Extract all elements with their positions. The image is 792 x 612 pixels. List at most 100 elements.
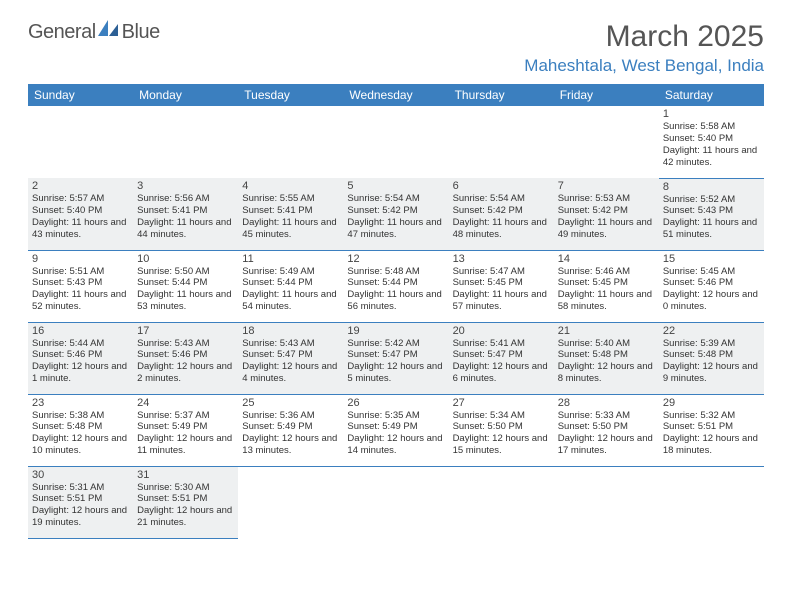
calendar-cell bbox=[238, 106, 343, 178]
sunrise-text: Sunrise: 5:49 AM bbox=[242, 266, 339, 278]
calendar-cell bbox=[659, 466, 764, 538]
sunrise-text: Sunrise: 5:57 AM bbox=[32, 193, 129, 205]
sunset-text: Sunset: 5:50 PM bbox=[558, 421, 655, 433]
calendar-cell: 3Sunrise: 5:56 AMSunset: 5:41 PMDaylight… bbox=[133, 178, 238, 250]
calendar-cell bbox=[343, 466, 448, 538]
brand-text-2: Blue bbox=[122, 21, 160, 44]
sunrise-text: Sunrise: 5:48 AM bbox=[347, 266, 444, 278]
calendar-cell: 7Sunrise: 5:53 AMSunset: 5:42 PMDaylight… bbox=[554, 178, 659, 250]
daylight-text: Daylight: 11 hours and 52 minutes. bbox=[32, 289, 129, 313]
sunrise-text: Sunrise: 5:37 AM bbox=[137, 410, 234, 422]
daylight-text: Daylight: 11 hours and 42 minutes. bbox=[663, 145, 760, 169]
calendar-cell: 26Sunrise: 5:35 AMSunset: 5:49 PMDayligh… bbox=[343, 394, 448, 466]
calendar-cell bbox=[449, 106, 554, 178]
daylight-text: Daylight: 12 hours and 5 minutes. bbox=[347, 361, 444, 385]
calendar-cell bbox=[449, 466, 554, 538]
day-number: 21 bbox=[558, 325, 655, 337]
day-number: 25 bbox=[242, 397, 339, 409]
daylight-text: Daylight: 11 hours and 43 minutes. bbox=[32, 217, 129, 241]
daylight-text: Daylight: 12 hours and 6 minutes. bbox=[453, 361, 550, 385]
calendar-row: 23Sunrise: 5:38 AMSunset: 5:48 PMDayligh… bbox=[28, 394, 764, 466]
sunset-text: Sunset: 5:43 PM bbox=[32, 277, 129, 289]
calendar-cell: 5Sunrise: 5:54 AMSunset: 5:42 PMDaylight… bbox=[343, 178, 448, 250]
sunset-text: Sunset: 5:49 PM bbox=[137, 421, 234, 433]
calendar-table: SundayMondayTuesdayWednesdayThursdayFrid… bbox=[28, 84, 764, 539]
day-number: 8 bbox=[663, 181, 760, 193]
day-number: 31 bbox=[137, 469, 234, 481]
daylight-text: Daylight: 12 hours and 21 minutes. bbox=[137, 505, 234, 529]
sunrise-text: Sunrise: 5:54 AM bbox=[453, 193, 550, 205]
calendar-cell: 31Sunrise: 5:30 AMSunset: 5:51 PMDayligh… bbox=[133, 466, 238, 538]
daylight-text: Daylight: 12 hours and 0 minutes. bbox=[663, 289, 760, 313]
calendar-row: 9Sunrise: 5:51 AMSunset: 5:43 PMDaylight… bbox=[28, 250, 764, 322]
calendar-cell: 28Sunrise: 5:33 AMSunset: 5:50 PMDayligh… bbox=[554, 394, 659, 466]
day-number: 17 bbox=[137, 325, 234, 337]
daylight-text: Daylight: 12 hours and 4 minutes. bbox=[242, 361, 339, 385]
sunset-text: Sunset: 5:50 PM bbox=[453, 421, 550, 433]
sunset-text: Sunset: 5:41 PM bbox=[242, 205, 339, 217]
day-number: 27 bbox=[453, 397, 550, 409]
calendar-row: 30Sunrise: 5:31 AMSunset: 5:51 PMDayligh… bbox=[28, 466, 764, 538]
calendar-cell: 18Sunrise: 5:43 AMSunset: 5:47 PMDayligh… bbox=[238, 322, 343, 394]
sunrise-text: Sunrise: 5:38 AM bbox=[32, 410, 129, 422]
logo-sail-icon bbox=[98, 20, 120, 44]
sunset-text: Sunset: 5:40 PM bbox=[32, 205, 129, 217]
daylight-text: Daylight: 11 hours and 45 minutes. bbox=[242, 217, 339, 241]
day-header: Tuesday bbox=[238, 84, 343, 106]
day-number: 12 bbox=[347, 253, 444, 265]
sunrise-text: Sunrise: 5:40 AM bbox=[558, 338, 655, 350]
calendar-cell: 27Sunrise: 5:34 AMSunset: 5:50 PMDayligh… bbox=[449, 394, 554, 466]
calendar-cell bbox=[28, 106, 133, 178]
sunrise-text: Sunrise: 5:30 AM bbox=[137, 482, 234, 494]
calendar-cell: 30Sunrise: 5:31 AMSunset: 5:51 PMDayligh… bbox=[28, 466, 133, 538]
sunset-text: Sunset: 5:40 PM bbox=[663, 133, 760, 145]
sunrise-text: Sunrise: 5:53 AM bbox=[558, 193, 655, 205]
calendar-row: 16Sunrise: 5:44 AMSunset: 5:46 PMDayligh… bbox=[28, 322, 764, 394]
sunset-text: Sunset: 5:43 PM bbox=[663, 205, 760, 217]
brand-text-1: General bbox=[28, 21, 96, 44]
calendar-body: 1Sunrise: 5:58 AMSunset: 5:40 PMDaylight… bbox=[28, 106, 764, 538]
calendar-cell: 11Sunrise: 5:49 AMSunset: 5:44 PMDayligh… bbox=[238, 250, 343, 322]
sunset-text: Sunset: 5:46 PM bbox=[137, 349, 234, 361]
calendar-row: 1Sunrise: 5:58 AMSunset: 5:40 PMDaylight… bbox=[28, 106, 764, 178]
day-number: 26 bbox=[347, 397, 444, 409]
calendar-cell: 23Sunrise: 5:38 AMSunset: 5:48 PMDayligh… bbox=[28, 394, 133, 466]
day-number: 29 bbox=[663, 397, 760, 409]
calendar-cell: 24Sunrise: 5:37 AMSunset: 5:49 PMDayligh… bbox=[133, 394, 238, 466]
sunset-text: Sunset: 5:41 PM bbox=[137, 205, 234, 217]
sunset-text: Sunset: 5:44 PM bbox=[242, 277, 339, 289]
daylight-text: Daylight: 12 hours and 19 minutes. bbox=[32, 505, 129, 529]
calendar-cell bbox=[343, 106, 448, 178]
calendar-cell: 12Sunrise: 5:48 AMSunset: 5:44 PMDayligh… bbox=[343, 250, 448, 322]
calendar-row: 2Sunrise: 5:57 AMSunset: 5:40 PMDaylight… bbox=[28, 178, 764, 250]
sunset-text: Sunset: 5:42 PM bbox=[558, 205, 655, 217]
daylight-text: Daylight: 11 hours and 53 minutes. bbox=[137, 289, 234, 313]
sunrise-text: Sunrise: 5:43 AM bbox=[137, 338, 234, 350]
daylight-text: Daylight: 12 hours and 10 minutes. bbox=[32, 433, 129, 457]
sunrise-text: Sunrise: 5:32 AM bbox=[663, 410, 760, 422]
calendar-cell: 22Sunrise: 5:39 AMSunset: 5:48 PMDayligh… bbox=[659, 322, 764, 394]
day-number: 30 bbox=[32, 469, 129, 481]
daylight-text: Daylight: 12 hours and 15 minutes. bbox=[453, 433, 550, 457]
day-number: 18 bbox=[242, 325, 339, 337]
sunrise-text: Sunrise: 5:54 AM bbox=[347, 193, 444, 205]
calendar-head: SundayMondayTuesdayWednesdayThursdayFrid… bbox=[28, 84, 764, 106]
sunset-text: Sunset: 5:42 PM bbox=[453, 205, 550, 217]
calendar-cell: 16Sunrise: 5:44 AMSunset: 5:46 PMDayligh… bbox=[28, 322, 133, 394]
calendar-cell: 21Sunrise: 5:40 AMSunset: 5:48 PMDayligh… bbox=[554, 322, 659, 394]
sunrise-text: Sunrise: 5:31 AM bbox=[32, 482, 129, 494]
sunrise-text: Sunrise: 5:44 AM bbox=[32, 338, 129, 350]
day-number: 22 bbox=[663, 325, 760, 337]
daylight-text: Daylight: 12 hours and 17 minutes. bbox=[558, 433, 655, 457]
daylight-text: Daylight: 12 hours and 9 minutes. bbox=[663, 361, 760, 385]
daylight-text: Daylight: 11 hours and 51 minutes. bbox=[663, 217, 760, 241]
daylight-text: Daylight: 12 hours and 11 minutes. bbox=[137, 433, 234, 457]
sunset-text: Sunset: 5:48 PM bbox=[32, 421, 129, 433]
day-number: 9 bbox=[32, 253, 129, 265]
calendar-cell: 9Sunrise: 5:51 AMSunset: 5:43 PMDaylight… bbox=[28, 250, 133, 322]
day-number: 20 bbox=[453, 325, 550, 337]
sunrise-text: Sunrise: 5:51 AM bbox=[32, 266, 129, 278]
day-number: 24 bbox=[137, 397, 234, 409]
sunrise-text: Sunrise: 5:41 AM bbox=[453, 338, 550, 350]
calendar-cell bbox=[238, 466, 343, 538]
